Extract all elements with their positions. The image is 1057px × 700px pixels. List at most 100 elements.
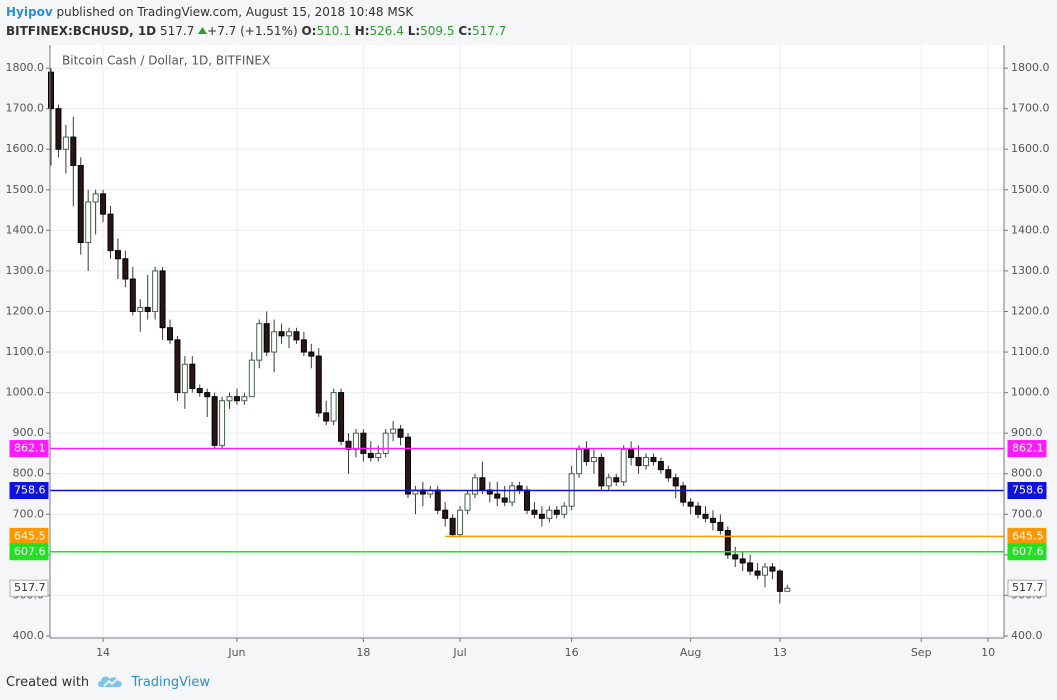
candle-body	[643, 457, 649, 467]
candle-body	[167, 327, 173, 341]
brand[interactable]: TradingView	[131, 675, 210, 690]
price-tag-label: 517.7	[14, 581, 46, 594]
candle-body	[107, 213, 114, 252]
price-tag-label: 645.5	[1012, 529, 1044, 542]
y-tick-label: 1300.0	[1011, 264, 1050, 277]
change: +7.7 (+1.51%)	[207, 24, 298, 38]
published: published on TradingView.com, August 15,…	[56, 5, 414, 19]
candle-body	[553, 509, 560, 515]
candle-body	[286, 331, 292, 337]
candle-body	[152, 270, 159, 312]
candle-body	[702, 513, 709, 519]
c-value: 517.7	[471, 24, 507, 38]
last-price: 517.7	[159, 24, 195, 38]
candle-body	[524, 489, 530, 511]
logo	[98, 676, 123, 687]
candle-body	[516, 485, 523, 491]
candle-body	[650, 457, 657, 463]
price-tag-label: 607.6	[14, 545, 46, 558]
y-tick-label: 800.0	[13, 467, 45, 480]
y-tick-label: 1200.0	[6, 304, 45, 317]
candle-body	[568, 473, 575, 507]
y-tick-label: 1500.0	[1011, 183, 1050, 196]
candle-body	[739, 558, 746, 564]
candle-body	[464, 493, 471, 511]
x-tick-label: Jul	[452, 646, 466, 659]
price-tag	[1007, 579, 1047, 597]
candle-body	[248, 359, 255, 398]
candle-body	[776, 570, 783, 592]
candle-body	[219, 400, 226, 446]
plot-area	[50, 45, 1004, 638]
candle-body	[92, 193, 99, 203]
price-tag-label: 862.1	[1012, 442, 1044, 455]
candle-body	[486, 489, 493, 495]
candle-body	[278, 331, 285, 337]
candle-body	[590, 457, 597, 463]
price-tag	[9, 482, 49, 500]
candle-body	[367, 452, 374, 459]
candle-body	[680, 485, 687, 503]
candle-body	[449, 517, 456, 536]
candle-body	[390, 428, 397, 434]
candle-body	[747, 562, 754, 572]
candle-body	[352, 432, 359, 450]
candle-body	[479, 477, 486, 491]
x-tick-label: 16	[565, 646, 579, 659]
y-tick-label: 800.0	[1011, 467, 1043, 480]
price-tag-label: 607.6	[1012, 545, 1044, 558]
candle-body	[724, 530, 731, 556]
author[interactable]: Hyipov	[6, 5, 53, 19]
y-tick-label: 1000.0	[6, 386, 45, 399]
candle-body	[635, 457, 642, 467]
y-tick-label: 1700.0	[1011, 102, 1050, 115]
candle-body	[382, 432, 389, 454]
y-tick-label: 500.0	[13, 588, 45, 601]
candle-body	[323, 412, 330, 422]
candle-body	[419, 489, 426, 495]
y-tick-label: 1600.0	[6, 142, 45, 155]
y-tick-label: 400.0	[13, 629, 45, 642]
candle-body	[196, 388, 203, 394]
candle-body	[55, 108, 62, 150]
y-tick-label: 1100.0	[1011, 345, 1050, 358]
x-tick-label: Jun	[227, 646, 245, 659]
candle-body	[308, 351, 315, 357]
y-tick-label: 700.0	[13, 507, 45, 520]
candle-body	[434, 489, 441, 511]
candle-body	[576, 448, 583, 475]
up-arrow	[198, 27, 208, 34]
candle-body	[181, 363, 188, 394]
candle-body	[137, 306, 144, 312]
y-tick-label: 1400.0	[1011, 223, 1050, 236]
candle-body	[241, 396, 248, 402]
candle-body	[77, 164, 84, 244]
candle-body	[628, 448, 635, 459]
chart-title: Bitcoin Cash / Dollar, 1D, BITFINEX	[62, 54, 270, 68]
l-value: 509.5	[420, 24, 455, 38]
candle-body	[204, 392, 211, 398]
candle-body	[233, 396, 240, 402]
candle-body	[144, 306, 151, 312]
candle-body	[762, 566, 768, 576]
candle-body	[754, 570, 761, 576]
price-tag	[9, 527, 49, 545]
candle-body	[100, 193, 107, 215]
price-tag-label: 862.1	[14, 442, 46, 455]
candle-body	[620, 448, 627, 483]
candle-body	[375, 452, 382, 459]
x-tick-label: Aug	[680, 646, 701, 659]
candle-body	[338, 392, 345, 442]
candle-body	[412, 489, 419, 495]
candle-body	[300, 339, 307, 353]
candle-body	[405, 436, 411, 495]
candle-body	[226, 396, 233, 402]
price-tag	[1007, 440, 1047, 458]
y-tick-label: 1600.0	[1011, 142, 1050, 155]
candle-body	[687, 501, 694, 507]
candle-body	[598, 457, 605, 487]
publish-line: Hyipov published on TradingView.com, Aug…	[6, 3, 506, 22]
o-value: 510.1	[316, 24, 351, 38]
candle-body	[442, 509, 449, 519]
candle-body	[769, 566, 776, 572]
